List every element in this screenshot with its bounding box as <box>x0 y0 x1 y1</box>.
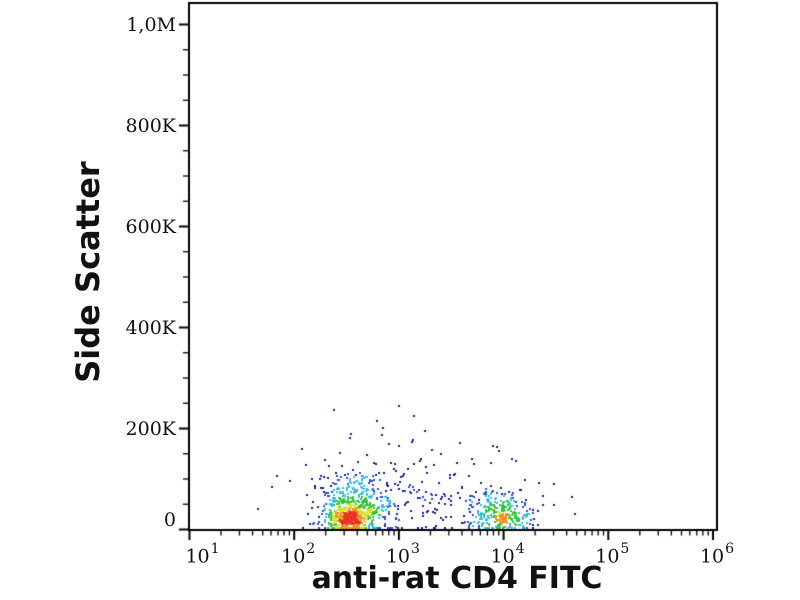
y-tick-label: 0 <box>163 508 176 531</box>
y-tick-label: 200K <box>125 417 176 440</box>
x-tick-label: 103 <box>373 538 433 568</box>
x-tick-exponent: 6 <box>725 541 735 557</box>
y-tick-label: 800K <box>125 114 176 137</box>
x-tick-exponent: 5 <box>620 541 630 557</box>
y-tick-label: 600K <box>125 215 176 238</box>
x-tick-exponent: 4 <box>515 541 525 557</box>
y-tick-label: 400K <box>125 316 176 339</box>
x-tick-label: 101 <box>173 538 233 568</box>
x-tick-exponent: 2 <box>306 541 316 557</box>
x-tick-base: 10 <box>595 545 620 568</box>
y-axis-title: Side Scatter <box>69 161 107 383</box>
y-tick-label: 1,0M <box>126 13 176 36</box>
x-tick-base: 10 <box>185 545 210 568</box>
x-tick-label: 104 <box>478 538 538 568</box>
x-tick-base: 10 <box>281 545 306 568</box>
x-tick-label: 105 <box>582 538 642 568</box>
x-tick-exponent: 1 <box>210 541 220 557</box>
x-tick-base: 10 <box>385 545 411 568</box>
x-axis-title: anti-rat CD4 FITC <box>311 561 603 596</box>
x-tick-label: 102 <box>268 538 328 568</box>
x-tick-exponent: 3 <box>411 541 420 557</box>
x-tick-label: 106 <box>687 538 747 568</box>
x-tick-base: 10 <box>699 545 725 568</box>
x-tick-base: 10 <box>490 545 515 568</box>
